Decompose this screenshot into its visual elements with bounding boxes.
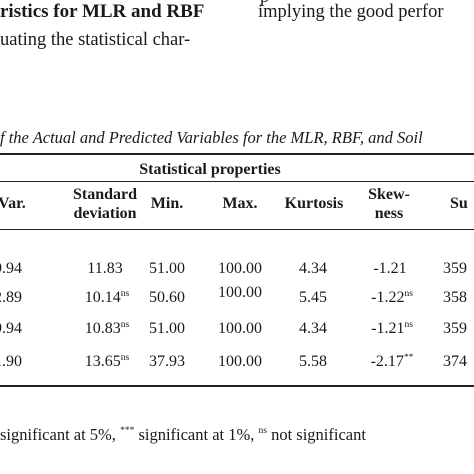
col-header-sum: Su: [450, 195, 468, 212]
cell-sum: 358: [443, 289, 467, 306]
cell-var: 9.94: [0, 260, 22, 277]
col-header-min: Min.: [150, 195, 184, 212]
cell-max: 100.00: [218, 353, 262, 370]
group-header: Statistical properties: [139, 161, 281, 178]
col-header-var: Var.: [0, 195, 26, 212]
col-header-skew-line2: ness: [374, 205, 404, 222]
cell-max: 100.00: [218, 320, 262, 337]
cell-max: 100.00: [218, 284, 262, 301]
cell-kurtosis: 5.58: [299, 353, 327, 370]
cell-sd: 13.65ns: [84, 353, 130, 370]
left-column-text: uating the statistical char-: [0, 30, 191, 50]
cell-max: 100.00: [218, 260, 262, 277]
cell-min: 37.93: [149, 353, 185, 370]
cell-skewness: -2.17**: [370, 353, 414, 370]
col-header-sd-line2: deviation: [73, 205, 137, 222]
header-bottom-rule: [0, 229, 474, 230]
cell-min: 51.00: [149, 260, 185, 277]
cell-sd: 10.83ns: [84, 320, 130, 337]
cell-sd: 11.83: [87, 260, 123, 277]
cell-sum: 359: [443, 260, 467, 277]
cell-kurtosis: 5.45: [299, 289, 327, 306]
cell-var: 1.90: [0, 353, 22, 370]
cell-min: 50.60: [149, 289, 185, 306]
section-heading: ristics for MLR and RBF: [0, 1, 205, 22]
col-header-skew-line1: Skew-: [368, 186, 410, 203]
cell-skewness: -1.21: [373, 260, 407, 277]
table-footnote: significant at 5%, *** significant at 1%…: [0, 425, 366, 444]
cell-var: 9.94: [0, 320, 22, 337]
cell-skewness: -1.21ns: [371, 320, 413, 337]
col-header-sd-line1: Standard: [72, 186, 138, 203]
cell-kurtosis: 4.34: [299, 320, 327, 337]
col-header-max: Max.: [222, 195, 258, 212]
cell-skewness: -1.22ns: [371, 289, 413, 306]
table-bottom-rule: [0, 385, 474, 387]
table-top-rule: [0, 153, 474, 155]
table-caption: f the Actual and Predicted Variables for…: [0, 128, 423, 147]
right-column-text: implying the good perfor: [258, 2, 444, 22]
group-header-rule: [0, 181, 474, 182]
cell-sum: 374: [443, 353, 467, 370]
cell-sum: 359: [443, 320, 467, 337]
cell-min: 51.00: [149, 320, 185, 337]
right-column-fragment: p: [260, 0, 269, 8]
col-header-kurtosis: Kurtosis: [284, 195, 344, 212]
cell-sd: 10.14ns: [84, 289, 130, 306]
cell-var: 2.89: [0, 289, 22, 306]
cell-kurtosis: 4.34: [299, 260, 327, 277]
